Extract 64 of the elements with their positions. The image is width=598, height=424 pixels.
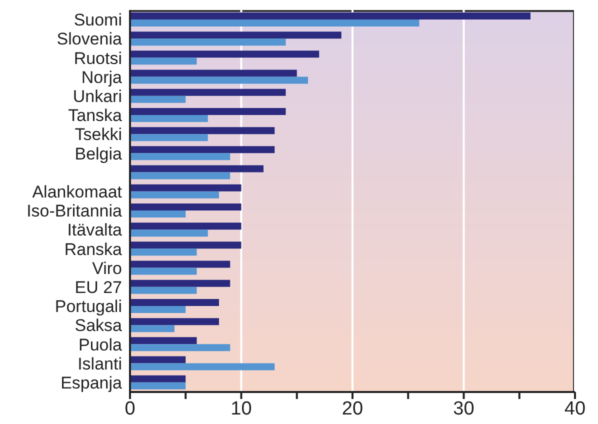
bar bbox=[130, 19, 420, 26]
y-tick-label: Norja bbox=[81, 68, 123, 87]
bar bbox=[130, 325, 174, 332]
bar bbox=[130, 337, 197, 344]
y-tick-label: Portugali bbox=[54, 297, 122, 316]
bar bbox=[130, 242, 242, 249]
bar bbox=[130, 375, 186, 382]
x-tick-label: 10 bbox=[230, 398, 252, 420]
bar bbox=[130, 363, 275, 370]
y-tick-label: Espanja bbox=[60, 373, 123, 392]
bar bbox=[130, 32, 342, 39]
bar bbox=[130, 344, 230, 352]
bar bbox=[130, 114, 208, 122]
bar bbox=[130, 318, 219, 326]
y-tick-label: Ranska bbox=[64, 240, 123, 259]
bar bbox=[130, 38, 286, 46]
bar bbox=[130, 172, 230, 180]
bar bbox=[130, 12, 530, 20]
bar bbox=[130, 230, 208, 237]
bar bbox=[130, 306, 186, 313]
bar bbox=[130, 203, 242, 210]
bar bbox=[130, 70, 297, 77]
y-tick-label: Unkari bbox=[72, 86, 122, 106]
bar bbox=[130, 382, 186, 390]
y-tick-label: Saksa bbox=[74, 316, 123, 336]
bar bbox=[130, 356, 186, 364]
bar bbox=[130, 134, 208, 142]
bar bbox=[130, 108, 286, 115]
y-tick-label: Alankomaat bbox=[32, 182, 122, 202]
bar bbox=[130, 298, 219, 306]
bar bbox=[130, 88, 286, 96]
y-tick-label: Tanska bbox=[68, 106, 123, 126]
bar bbox=[130, 248, 197, 256]
bar bbox=[130, 127, 275, 134]
y-tick-label: Puola bbox=[78, 335, 123, 354]
bar bbox=[130, 268, 197, 275]
y-tick-label: Iso-Britannia bbox=[26, 202, 123, 221]
y-tick-label: Belgia bbox=[74, 144, 123, 164]
x-tick-label: 0 bbox=[124, 398, 136, 420]
bar bbox=[130, 260, 230, 268]
x-tick-label: 40 bbox=[564, 398, 586, 420]
y-tick-label: Ruotsi bbox=[74, 48, 122, 68]
y-tick-label: Slovenia bbox=[56, 30, 123, 49]
bar bbox=[130, 76, 308, 84]
bar bbox=[130, 165, 264, 172]
bar bbox=[130, 222, 242, 230]
x-tick-label: 30 bbox=[453, 398, 474, 420]
y-tick-label: Islanti bbox=[78, 354, 122, 374]
bar bbox=[130, 58, 197, 65]
bar bbox=[130, 191, 219, 198]
y-tick-label: Suomi bbox=[74, 10, 122, 30]
bar bbox=[130, 286, 197, 294]
bar bbox=[130, 184, 242, 192]
y-tick-label: EU 27 bbox=[74, 278, 122, 297]
bar bbox=[130, 280, 230, 287]
bar bbox=[130, 146, 275, 154]
y-tick-label: Itävalta bbox=[67, 220, 123, 240]
bar bbox=[130, 210, 186, 218]
bar bbox=[130, 96, 186, 103]
y-tick-label: Tsekki bbox=[74, 125, 122, 144]
x-tick-label: 20 bbox=[342, 398, 364, 420]
bar bbox=[130, 50, 320, 58]
bar bbox=[130, 153, 230, 160]
y-tick-label: Viro bbox=[92, 258, 122, 278]
